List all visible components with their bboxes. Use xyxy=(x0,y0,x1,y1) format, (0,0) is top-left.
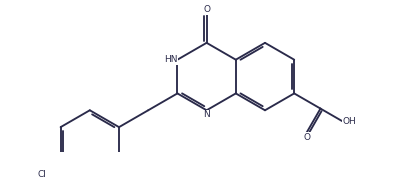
Text: O: O xyxy=(303,133,310,142)
Text: Cl: Cl xyxy=(38,170,47,177)
Text: N: N xyxy=(203,110,210,119)
Text: OH: OH xyxy=(342,117,356,126)
Text: O: O xyxy=(203,5,210,14)
Text: HN: HN xyxy=(164,55,178,64)
